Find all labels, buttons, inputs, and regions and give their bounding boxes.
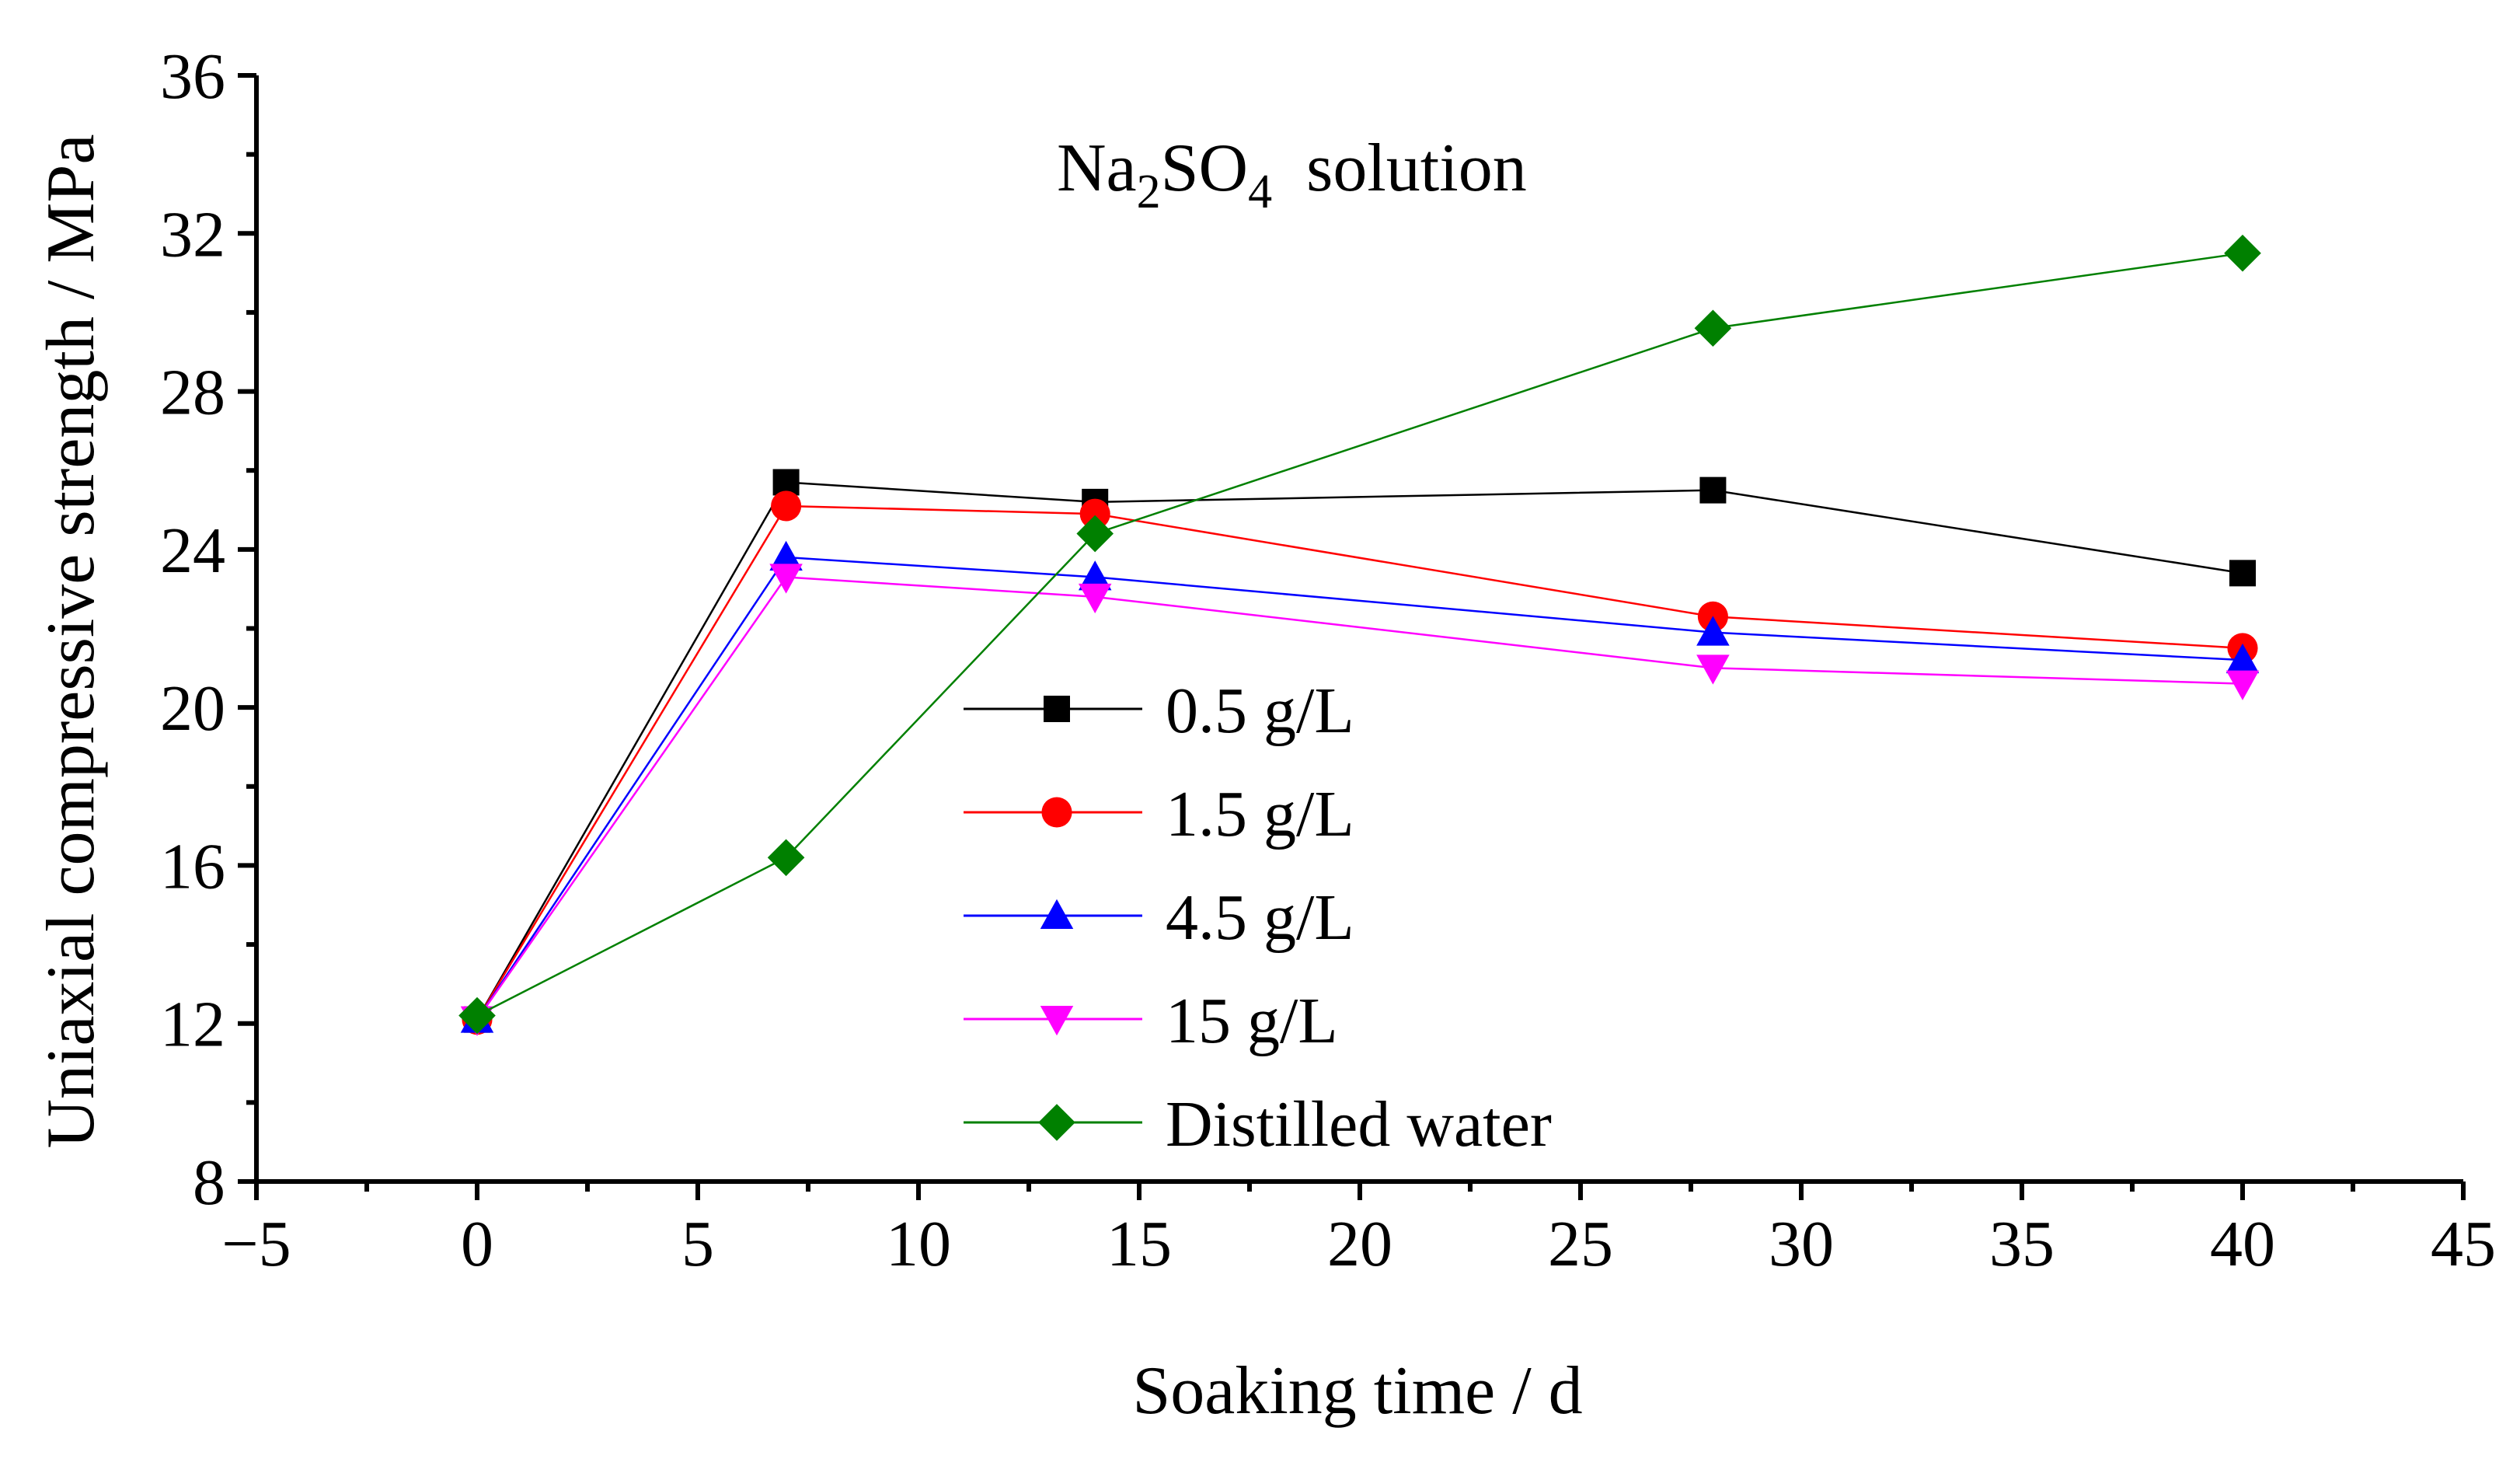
plot-frame (254, 75, 2463, 1184)
legend-marker (1041, 797, 1072, 828)
legend-marker (1038, 1104, 1075, 1141)
series-layer (458, 234, 2261, 1036)
data-point (2225, 670, 2260, 700)
data-point (1078, 583, 1112, 614)
y-tick-label: 24 (160, 515, 225, 587)
legend-item: 15 g/L (964, 985, 1338, 1057)
x-tick-label: 10 (886, 1208, 951, 1280)
y-tick-label: 8 (193, 1147, 225, 1219)
legend-item: 0.5 g/L (964, 675, 1354, 747)
legend-label: 0.5 g/L (1166, 675, 1354, 747)
series-1-5-g-l (462, 490, 2258, 1035)
y-tick-label: 32 (160, 198, 225, 271)
legend-marker (1040, 1006, 1074, 1036)
axes (254, 75, 2463, 1184)
data-point (769, 540, 803, 571)
x-tick-label: 5 (681, 1208, 714, 1280)
axis-ticks: −5 0 5 10 15 20 25 30 35 40 45 8 12 16 20 24 28 32 36 (160, 40, 2496, 1280)
y-tick-label: 12 (160, 989, 225, 1061)
x-tick-label: 40 (2210, 1208, 2275, 1280)
series-line (476, 504, 2243, 1021)
data-point (769, 564, 803, 594)
x-tick-label: 15 (1107, 1208, 1172, 1280)
data-point (1078, 560, 1112, 591)
data-point (2225, 643, 2260, 674)
legend-label: Distilled water (1166, 1088, 1552, 1161)
x-tick-label: 45 (2431, 1208, 2496, 1280)
series-15-g-l (460, 564, 2260, 1036)
y-tick-label: 28 (160, 357, 225, 429)
x-tick-label: 35 (1989, 1208, 2055, 1280)
data-point (1076, 515, 1114, 553)
data-point (1696, 654, 1730, 685)
legend-item: 4.5 g/L (964, 881, 1354, 954)
data-point (2229, 560, 2256, 587)
legend-label: 4.5 g/L (1166, 881, 1354, 954)
series-line (476, 481, 2243, 1021)
x-axis-title: Soaking time / d (1132, 1353, 1582, 1429)
data-point (1699, 476, 1727, 504)
series-0-5-g-l (464, 469, 2256, 1033)
data-point (1696, 616, 1730, 646)
series-4-5-g-l (460, 540, 2260, 1033)
x-tick-label: 25 (1548, 1208, 1613, 1280)
y-tick-label: 20 (160, 672, 225, 745)
series-line (476, 252, 2243, 1017)
data-point (767, 839, 805, 877)
y-axis-title: Uniaxial compressive strength / MPa (33, 134, 109, 1148)
legend-marker (1040, 899, 1074, 929)
y-tick-label: 36 (160, 40, 225, 113)
legend-marker (1044, 696, 1070, 722)
data-point (1079, 498, 1110, 529)
legend: 0.5 g/L 1.5 g/L 4.5 g/L 15 g/L Distilled wat… (964, 675, 1552, 1161)
x-tick-label: 20 (1327, 1208, 1392, 1280)
x-tick-label: −5 (221, 1208, 291, 1280)
legend-item: 1.5 g/L (964, 778, 1354, 850)
data-point (1694, 309, 1732, 347)
legend-label: 1.5 g/L (1166, 778, 1354, 850)
y-tick-label: 16 (160, 830, 225, 902)
legend-item: Distilled water (964, 1088, 1552, 1161)
data-point (771, 490, 802, 522)
series-distilled-water (458, 234, 2261, 1035)
x-tick-label: 0 (461, 1208, 493, 1280)
annotation-label: Na2SO4 solution (1057, 131, 1527, 218)
data-point (458, 997, 496, 1035)
data-point (2224, 234, 2261, 272)
legend-label: 15 g/L (1166, 985, 1338, 1057)
series-line (476, 576, 2243, 1021)
x-tick-label: 30 (1769, 1208, 1834, 1280)
